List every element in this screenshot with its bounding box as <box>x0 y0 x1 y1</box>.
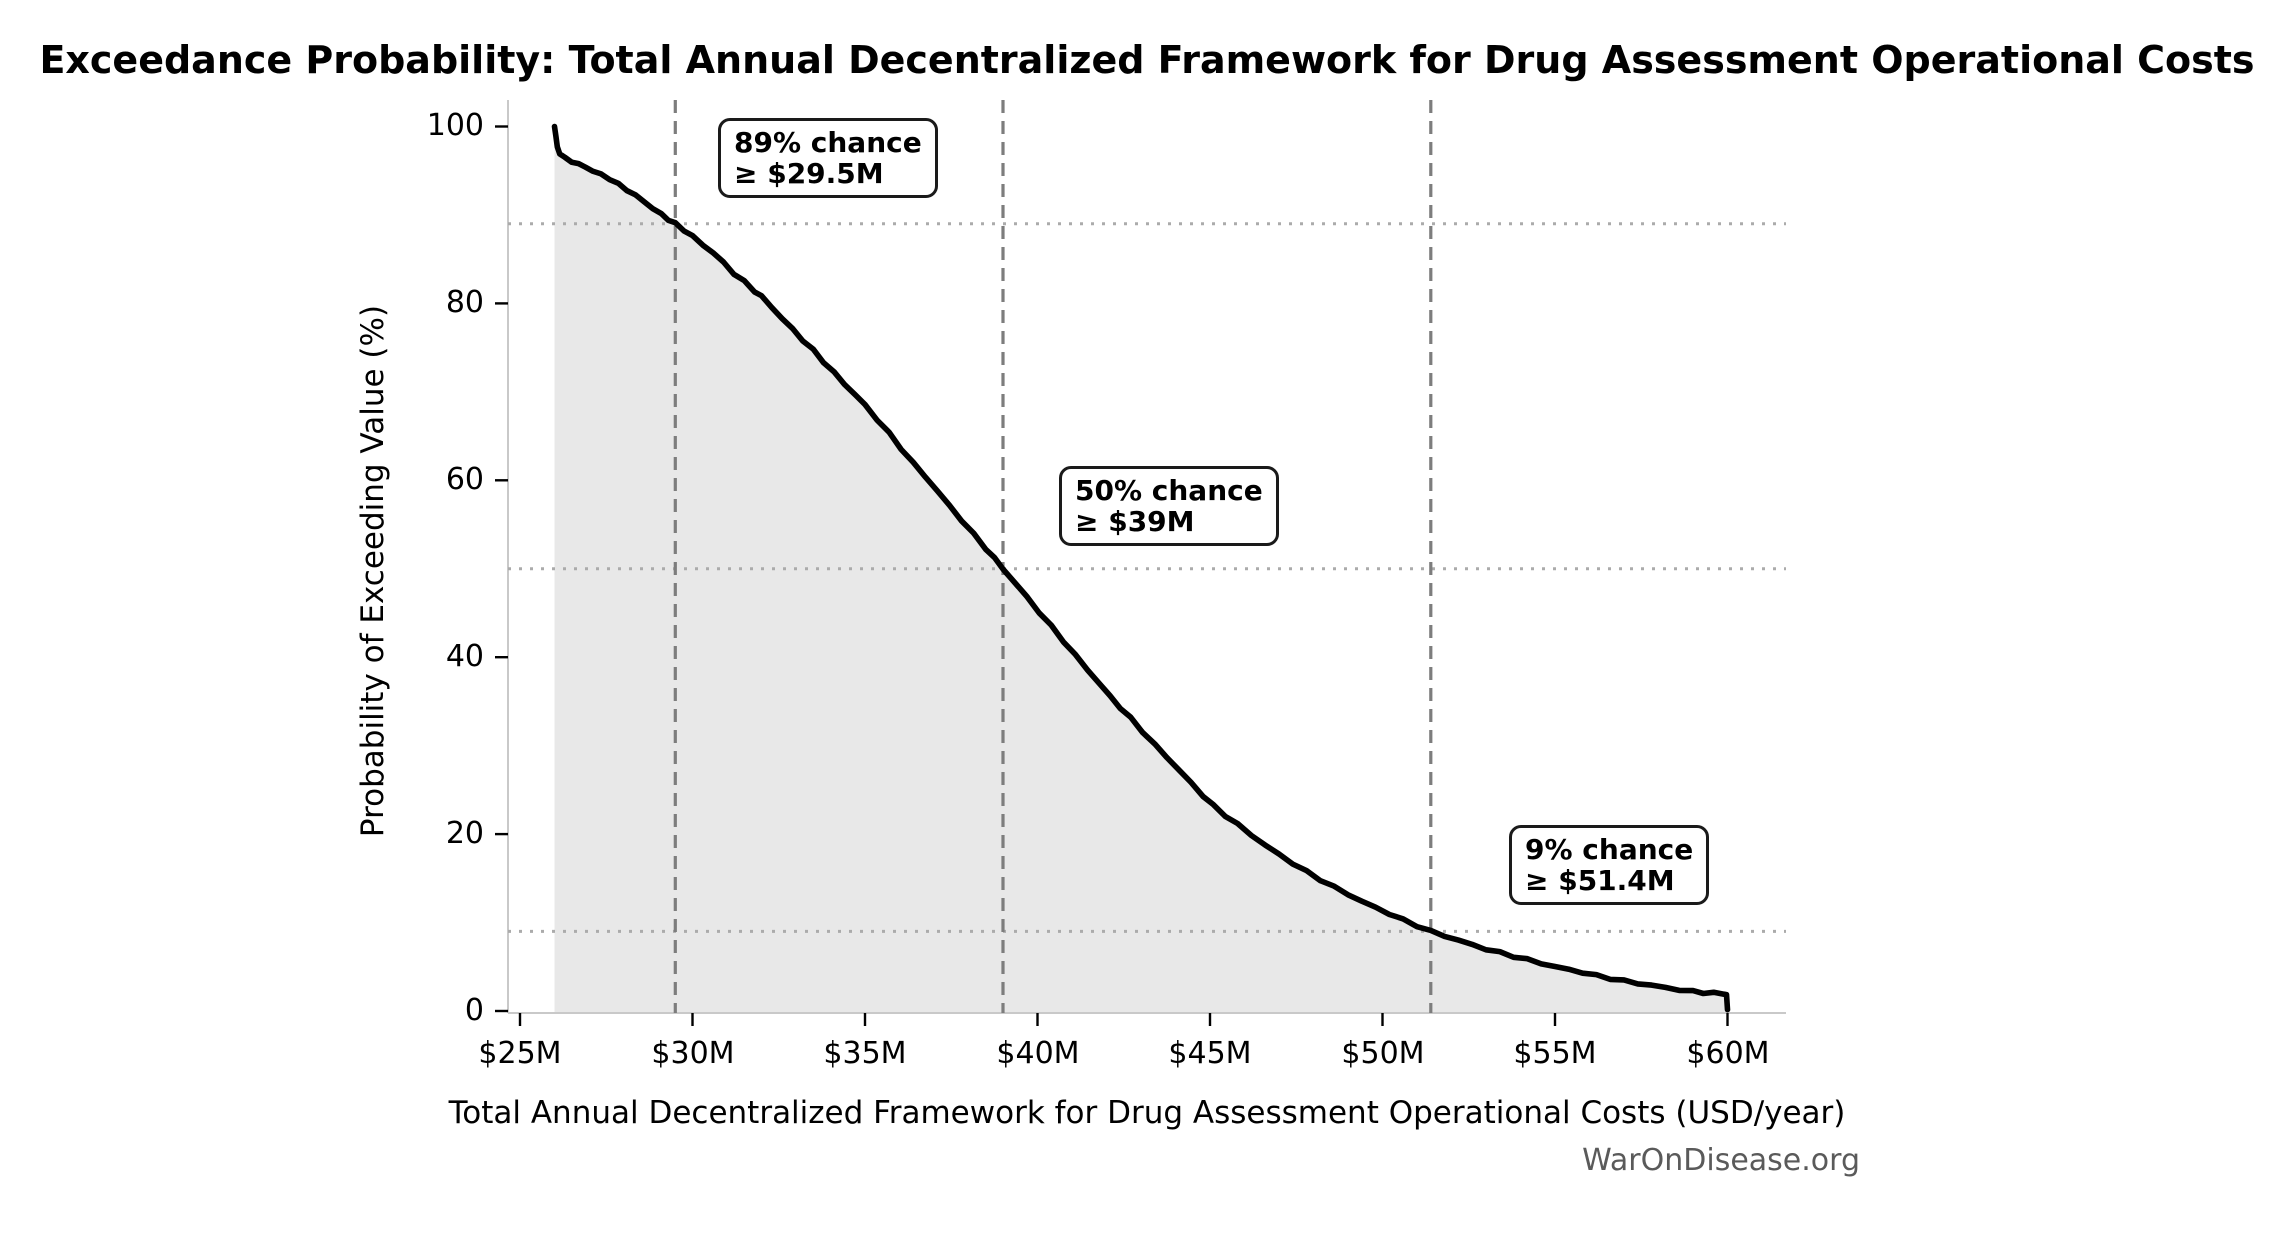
annotation-box-89pct: 89% chance ≥ $29.5M <box>718 118 938 198</box>
area-fill <box>554 126 1728 1012</box>
annotation-50pct-line1: 50% chance <box>1075 474 1263 507</box>
annotation-box-50pct: 50% chance ≥ $39M <box>1059 466 1279 546</box>
x-axis-label: Total Annual Decentralized Framework for… <box>448 1095 1846 1131</box>
y-tick-label-100: 100 <box>426 107 484 143</box>
x-tick-label-50m: $50M <box>1341 1036 1425 1071</box>
x-tick-label-30m: $30M <box>651 1036 735 1071</box>
annotation-9pct-line1: 9% chance <box>1525 833 1694 866</box>
x-tick-label-60m: $60M <box>1686 1036 1770 1071</box>
exceedance-curve <box>551 123 1731 1013</box>
y-tick-label-40: 40 <box>445 638 484 674</box>
x-tick-label-35m: $35M <box>823 1036 907 1071</box>
x-tick-label-55m: $55M <box>1513 1036 1597 1071</box>
watermark: WarOnDisease.org <box>1582 1143 1860 1178</box>
y-tick-label-60: 60 <box>445 461 484 497</box>
annotation-9pct-line2: ≥ $51.4M <box>1525 864 1675 897</box>
annotation-89pct-line1: 89% chance <box>734 126 922 159</box>
y-tick-label-80: 80 <box>445 284 484 320</box>
chart-title: Exceedance Probability: Total Annual Dec… <box>39 38 2255 82</box>
x-tick-label-45m: $45M <box>1168 1036 1252 1071</box>
x-tick-label-25m: $25M <box>478 1036 562 1071</box>
annotation-89pct-line2: ≥ $29.5M <box>734 157 884 190</box>
x-tick-label-40m: $40M <box>996 1036 1080 1071</box>
y-tick-label-0: 0 <box>464 992 484 1028</box>
annotation-50pct-line2: ≥ $39M <box>1075 505 1195 538</box>
y-tick-label-20: 20 <box>445 815 484 851</box>
annotation-box-9pct: 9% chance ≥ $51.4M <box>1509 825 1710 905</box>
y-axis-label: Probability of Exceeding Value (%) <box>355 304 391 838</box>
